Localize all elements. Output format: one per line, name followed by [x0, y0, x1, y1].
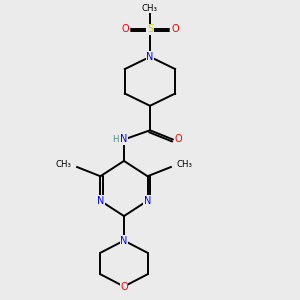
Text: N: N [97, 196, 104, 206]
Text: O: O [120, 281, 128, 292]
Text: CH₃: CH₃ [176, 160, 192, 169]
Text: CH₃: CH₃ [142, 4, 158, 13]
Text: N: N [144, 196, 151, 206]
Text: S: S [147, 24, 153, 34]
Text: CH₃: CH₃ [56, 160, 72, 169]
Text: H: H [112, 135, 119, 144]
Text: O: O [121, 24, 129, 34]
Text: N: N [120, 236, 128, 246]
Text: N: N [146, 52, 154, 62]
Text: N: N [120, 134, 128, 145]
Text: O: O [171, 24, 179, 34]
Text: O: O [175, 134, 182, 145]
